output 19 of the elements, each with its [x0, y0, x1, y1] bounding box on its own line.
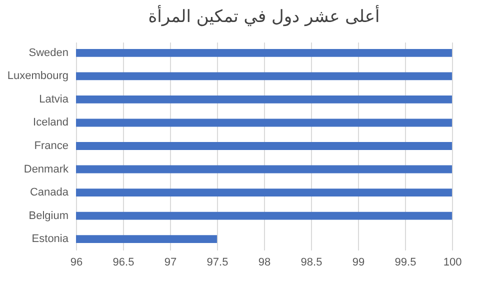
x-tick-label: 96	[70, 256, 83, 268]
y-tick-label: Belgium	[28, 210, 68, 222]
x-tick-label: 96.5	[112, 256, 134, 268]
chart-title: أعلى عشر دول في تمكين المرأة	[148, 5, 380, 27]
y-tick-label: Estonia	[32, 233, 70, 246]
x-tick-label: 99	[352, 256, 365, 268]
y-tick-label: Iceland	[33, 116, 68, 129]
x-tick-label: 97.5	[206, 256, 228, 268]
y-tick-label: Sweden	[28, 46, 68, 59]
y-tick-label: Canada	[30, 186, 70, 199]
y-tick-label: France	[34, 140, 68, 152]
y-tick-label: Denmark	[24, 163, 69, 176]
x-tick-label: 100	[443, 256, 462, 268]
y-tick-label: Latvia	[39, 93, 70, 106]
y-tick-label: Luxembourg	[7, 70, 68, 82]
x-tick-label: 98.5	[300, 256, 322, 268]
x-tick-label: 99.5	[394, 256, 416, 268]
x-tick-label: 97	[164, 256, 177, 268]
x-tick-label: 98	[258, 256, 271, 268]
